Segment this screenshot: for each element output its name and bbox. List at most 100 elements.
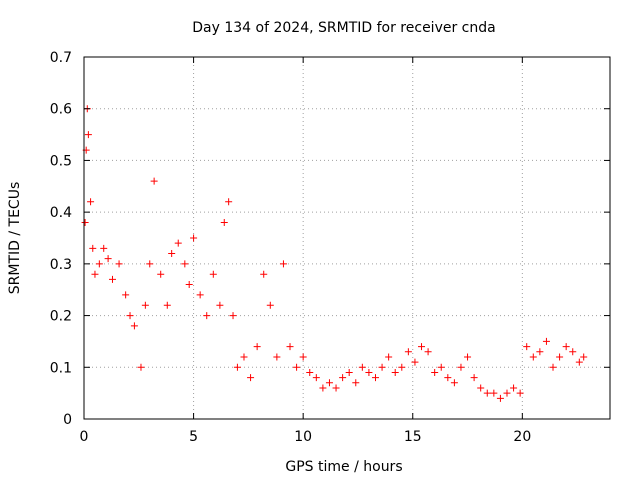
data-point bbox=[150, 177, 158, 185]
data-point bbox=[470, 374, 478, 382]
data-point bbox=[229, 312, 237, 320]
data-point bbox=[157, 270, 165, 278]
data-point bbox=[108, 275, 116, 283]
data-point bbox=[130, 322, 138, 330]
data-point bbox=[196, 291, 204, 299]
data-point bbox=[141, 301, 149, 309]
data-point bbox=[575, 358, 583, 366]
data-point bbox=[536, 348, 544, 356]
data-point bbox=[477, 384, 485, 392]
data-point bbox=[418, 343, 426, 351]
data-point bbox=[319, 384, 327, 392]
data-point bbox=[84, 131, 92, 139]
data-point bbox=[146, 260, 154, 268]
data-point bbox=[209, 270, 217, 278]
x-tick-label: 15 bbox=[404, 429, 422, 445]
data-point bbox=[510, 384, 518, 392]
x-tick-label: 5 bbox=[189, 429, 198, 445]
plot-frame bbox=[83, 56, 611, 420]
data-point bbox=[81, 218, 89, 226]
data-point bbox=[490, 389, 498, 397]
data-point bbox=[542, 337, 550, 345]
data-point bbox=[260, 270, 268, 278]
data-point bbox=[190, 234, 198, 242]
data-point bbox=[516, 389, 524, 397]
y-tick-label: 0 bbox=[63, 412, 72, 428]
data-point bbox=[483, 389, 491, 397]
data-point bbox=[91, 270, 99, 278]
y-tick-label: 0.2 bbox=[50, 309, 72, 325]
data-point bbox=[233, 363, 241, 371]
data-point bbox=[569, 348, 577, 356]
x-tick-label: 10 bbox=[294, 429, 312, 445]
data-point bbox=[137, 363, 145, 371]
data-point bbox=[306, 368, 314, 376]
data-point bbox=[225, 198, 233, 206]
data-point bbox=[391, 368, 399, 376]
data-point bbox=[216, 301, 224, 309]
data-point bbox=[240, 353, 248, 361]
data-point bbox=[431, 368, 439, 376]
data-point bbox=[185, 281, 193, 289]
x-tick-label: 0 bbox=[80, 429, 89, 445]
data-point bbox=[549, 363, 557, 371]
data-point bbox=[378, 363, 386, 371]
data-point bbox=[365, 368, 373, 376]
data-point bbox=[371, 374, 379, 382]
data-point bbox=[174, 239, 182, 247]
data-point bbox=[325, 379, 333, 387]
data-point bbox=[523, 343, 531, 351]
data-point bbox=[352, 379, 360, 387]
data-point bbox=[345, 368, 353, 376]
data-point bbox=[104, 255, 112, 263]
y-tick-label: 0.1 bbox=[50, 360, 72, 376]
y-tick-label: 0.3 bbox=[50, 257, 72, 273]
data-point bbox=[312, 374, 320, 382]
data-point bbox=[411, 358, 419, 366]
data-point bbox=[437, 363, 445, 371]
y-tick-label: 0.7 bbox=[50, 50, 72, 66]
data-point bbox=[293, 363, 301, 371]
data-point bbox=[87, 198, 95, 206]
data-point bbox=[273, 353, 281, 361]
data-series bbox=[81, 105, 588, 402]
data-point bbox=[562, 343, 570, 351]
data-point bbox=[286, 343, 294, 351]
data-point bbox=[580, 353, 588, 361]
data-point bbox=[496, 394, 504, 402]
data-point bbox=[95, 260, 103, 268]
data-point bbox=[122, 291, 130, 299]
data-point bbox=[299, 353, 307, 361]
data-point bbox=[332, 384, 340, 392]
data-point bbox=[126, 312, 134, 320]
data-point bbox=[444, 374, 452, 382]
y-tick-label: 0.4 bbox=[50, 205, 72, 221]
data-point bbox=[339, 374, 347, 382]
data-point bbox=[203, 312, 211, 320]
data-point bbox=[100, 244, 108, 252]
y-tick-label: 0.6 bbox=[50, 102, 72, 118]
data-point bbox=[163, 301, 171, 309]
data-point bbox=[503, 389, 511, 397]
data-point bbox=[168, 250, 176, 258]
x-axis-label: GPS time / hours bbox=[285, 459, 402, 475]
data-point bbox=[220, 218, 228, 226]
data-point bbox=[464, 353, 472, 361]
data-point bbox=[424, 348, 432, 356]
data-point bbox=[358, 363, 366, 371]
data-point bbox=[450, 379, 458, 387]
data-point bbox=[115, 260, 123, 268]
data-point bbox=[279, 260, 287, 268]
data-point bbox=[404, 348, 412, 356]
data-point bbox=[181, 260, 189, 268]
data-point bbox=[385, 353, 393, 361]
data-point bbox=[398, 363, 406, 371]
data-point bbox=[529, 353, 537, 361]
y-tick-label: 0.5 bbox=[50, 153, 72, 169]
data-point bbox=[457, 363, 465, 371]
y-axis-label: SRMTID / TECUs bbox=[7, 182, 23, 295]
data-point bbox=[89, 244, 97, 252]
data-point bbox=[253, 343, 261, 351]
data-point bbox=[266, 301, 274, 309]
